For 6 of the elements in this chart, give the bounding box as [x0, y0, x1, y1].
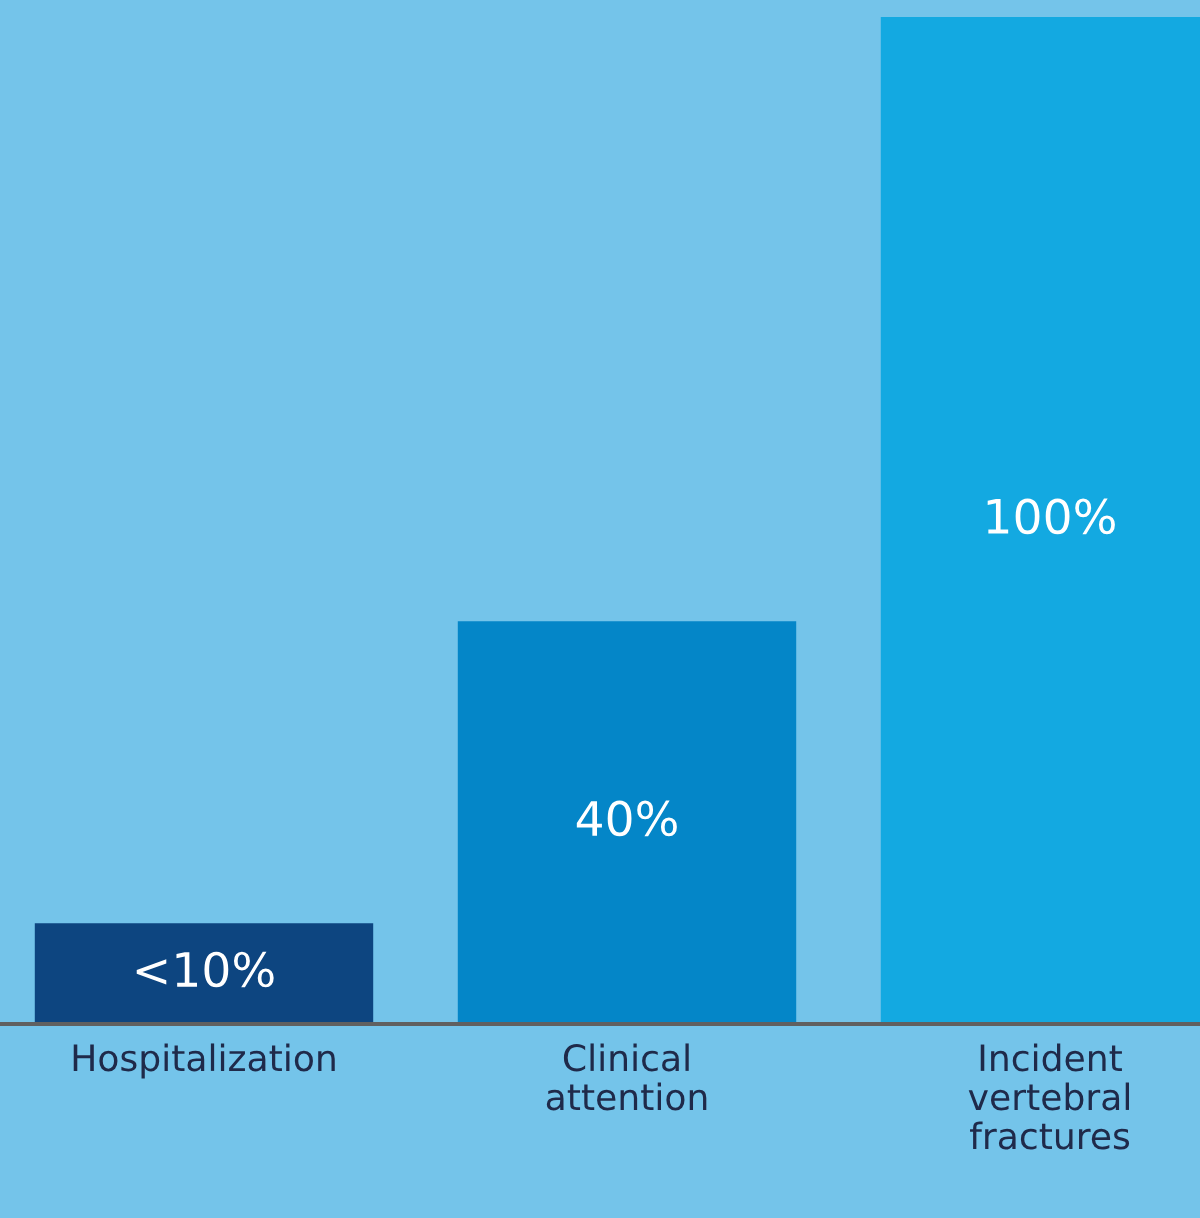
- data-label: 100%: [987, 498, 1115, 535]
- x-tick-label: Hospitalization: [73, 1043, 335, 1079]
- data-label: <10%: [136, 951, 274, 988]
- x-tick-label: Incident vertebral fractures: [968, 1043, 1130, 1150]
- x-tick-label: Clinical attention: [546, 1043, 707, 1111]
- data-label: 40%: [576, 800, 677, 837]
